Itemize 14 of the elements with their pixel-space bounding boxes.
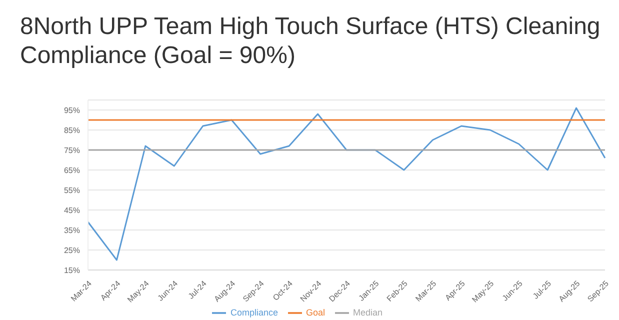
y-tick-label: 15% (64, 266, 80, 275)
chart-title: 8North UPP Team High Touch Surface (HTS) Cleaning Compliance (Goal = 90%) (20, 12, 602, 70)
y-tick-label: 95% (64, 106, 80, 115)
y-tick-label: 45% (64, 206, 80, 215)
legend-label: Goal (306, 307, 325, 318)
y-tick-label: 35% (64, 226, 80, 235)
legend-label: Compliance (230, 307, 278, 318)
y-tick-label: 55% (64, 186, 80, 195)
y-tick-label: 85% (64, 126, 80, 135)
y-tick-label: 75% (64, 146, 80, 155)
y-tick-label: 25% (64, 246, 80, 255)
line-series (87, 107, 606, 261)
legend-label: Median (353, 307, 383, 318)
y-tick-label: 65% (64, 166, 80, 175)
